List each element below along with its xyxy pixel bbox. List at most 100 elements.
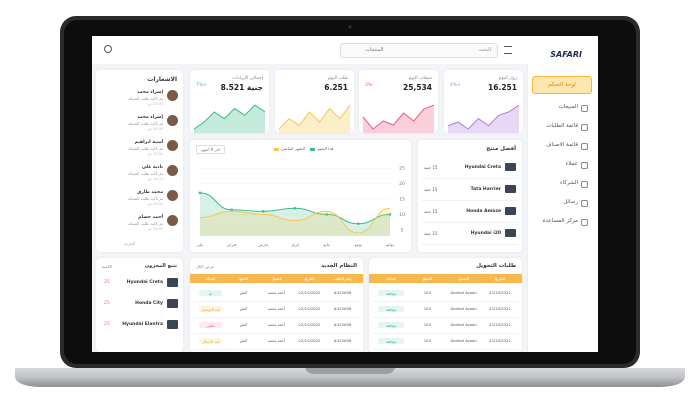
menu-item[interactable]: رسائل (563, 199, 578, 205)
series-point (388, 213, 392, 216)
stat-card: إجمالي الإيرادات جنية 8.521 +7% (190, 70, 269, 133)
menu-item[interactable]: مركز المساعدة (542, 218, 578, 224)
product-thumb (505, 229, 516, 237)
legend-swatch (310, 148, 315, 151)
status-badge: ملغي (198, 322, 223, 328)
inventory-column: الكمية (102, 264, 113, 269)
product-name: Honda Amaze (466, 209, 501, 214)
table-header-cell: رقم الطلب (333, 276, 352, 281)
table-cell: 22/10/2022 (298, 338, 321, 343)
menu-icon (581, 162, 588, 169)
table-row (373, 302, 518, 318)
notification-text: تم تأكيد طلب الصيانة (127, 96, 163, 101)
series-point (357, 222, 360, 225)
inventory-name: Hyundai Creta (126, 280, 163, 285)
table-row (194, 302, 359, 318)
table-cell: Ahmed Ayaah (450, 322, 477, 327)
table-cell: 100 (423, 306, 431, 311)
menu-icon (581, 219, 588, 226)
table-cell: 100 (423, 322, 431, 327)
table-cell: كاش (239, 306, 248, 311)
table-row (373, 286, 518, 302)
notification-text: تم تأكيد طلب الصيانة (127, 121, 163, 126)
table-header-cell: العميل (271, 276, 282, 281)
product-thumb (505, 207, 516, 215)
x-tick-label: ابريل (291, 242, 300, 247)
sparkline-line (447, 104, 520, 130)
sparkline-line (193, 104, 266, 130)
product-thumb (167, 299, 178, 308)
table-row (194, 334, 359, 350)
series-point (262, 210, 265, 213)
menu-item[interactable]: قائمة الطلبات (546, 123, 578, 129)
menu-toggle[interactable] (504, 46, 512, 54)
notifications-title: الاشعارات (147, 76, 177, 83)
notification-name: إسراء محمد (137, 115, 163, 120)
table-title: طلبات التحويل (476, 263, 516, 269)
menu-item[interactable]: الشركاء (559, 180, 578, 186)
table-cell: #422658 (333, 290, 352, 295)
sparkline (278, 104, 351, 133)
avatar (167, 215, 178, 226)
table-cell: 22/10/2022 (298, 322, 321, 327)
x-tick-label: يناير (196, 242, 204, 247)
table-header-cell: العميل (458, 276, 470, 281)
chart-period[interactable]: اخر 6 أشهر (196, 145, 226, 154)
status-badge: قيد التوصيل (198, 306, 223, 312)
table-link[interactable]: عرض الكل (196, 264, 215, 269)
product-row (422, 204, 518, 223)
card-label: طلب اليوم (327, 76, 348, 81)
table-cell: 22/10/2022 (488, 290, 511, 295)
search-placeholder: البحث (478, 47, 491, 53)
product-row (422, 226, 518, 245)
table-header-cell: الدفع (239, 276, 248, 281)
card-change: +7% (196, 83, 207, 88)
status-badge: موافقة (378, 322, 404, 328)
table-cell: 100 (423, 338, 431, 343)
inventory-qty: 25 (104, 322, 110, 327)
inventory-qty: 25 (104, 301, 110, 306)
inventory-name: Honda City (135, 301, 163, 306)
card-value: 16.251 (488, 83, 517, 92)
avatar (167, 190, 178, 201)
table-cell: Ahmed Ayaah (450, 290, 477, 295)
y-tick-label: 10 (399, 212, 405, 218)
legend-label: هذا الشهر (317, 146, 334, 151)
menu-icon (581, 105, 588, 112)
notification-text: تم تأكيد طلب الصيانة (127, 196, 163, 201)
search-filter[interactable]: المنتجات (365, 47, 384, 53)
menu-item[interactable]: عملاء (565, 161, 578, 167)
table-cell: 100 (423, 290, 431, 295)
menu-item[interactable]: قائمة الاصناف (545, 142, 578, 148)
table-row (194, 318, 359, 334)
menu-item[interactable]: المبيعات (558, 104, 578, 110)
avatar (167, 165, 178, 176)
notification-time: 10:00 ص (147, 152, 163, 156)
status-badge: موافقة (378, 290, 404, 296)
sparkline (362, 104, 435, 133)
product-price: 15 جنية (424, 209, 438, 214)
card-change: +4% (450, 83, 461, 88)
table-cell: كاش (239, 338, 248, 343)
product-thumb (505, 163, 516, 171)
refresh-icon[interactable] (104, 45, 112, 53)
table-cell: #422658 (333, 322, 352, 327)
x-tick-label: يوليو (385, 242, 394, 247)
stat-card: مبيعات اليوم 25,534 -3% (359, 70, 438, 133)
x-tick-label: مايو (322, 242, 330, 247)
table-cell: 22/10/2022 (488, 306, 511, 311)
notification-text: تم تأكيد طلب الصيانة (127, 171, 163, 176)
active-menu-item[interactable]: لوحة التحكم (532, 76, 592, 94)
table-header-cell: الحالة (386, 276, 396, 281)
table-cell: أحمد محمد (267, 290, 286, 295)
search-box[interactable]: البحث المنتجات (340, 43, 498, 58)
table-cell: كاش (239, 322, 248, 327)
notifications-more[interactable]: المزيد (124, 242, 136, 247)
series-line (199, 207, 391, 234)
table-cell: Ahmed Ayaah (450, 306, 477, 311)
menu-icon (581, 143, 588, 150)
notification-time: 10:00 ص (147, 227, 163, 231)
notification-text: تم تأكيد طلب الصيانة (127, 221, 163, 226)
status-badge: تم (198, 290, 223, 296)
